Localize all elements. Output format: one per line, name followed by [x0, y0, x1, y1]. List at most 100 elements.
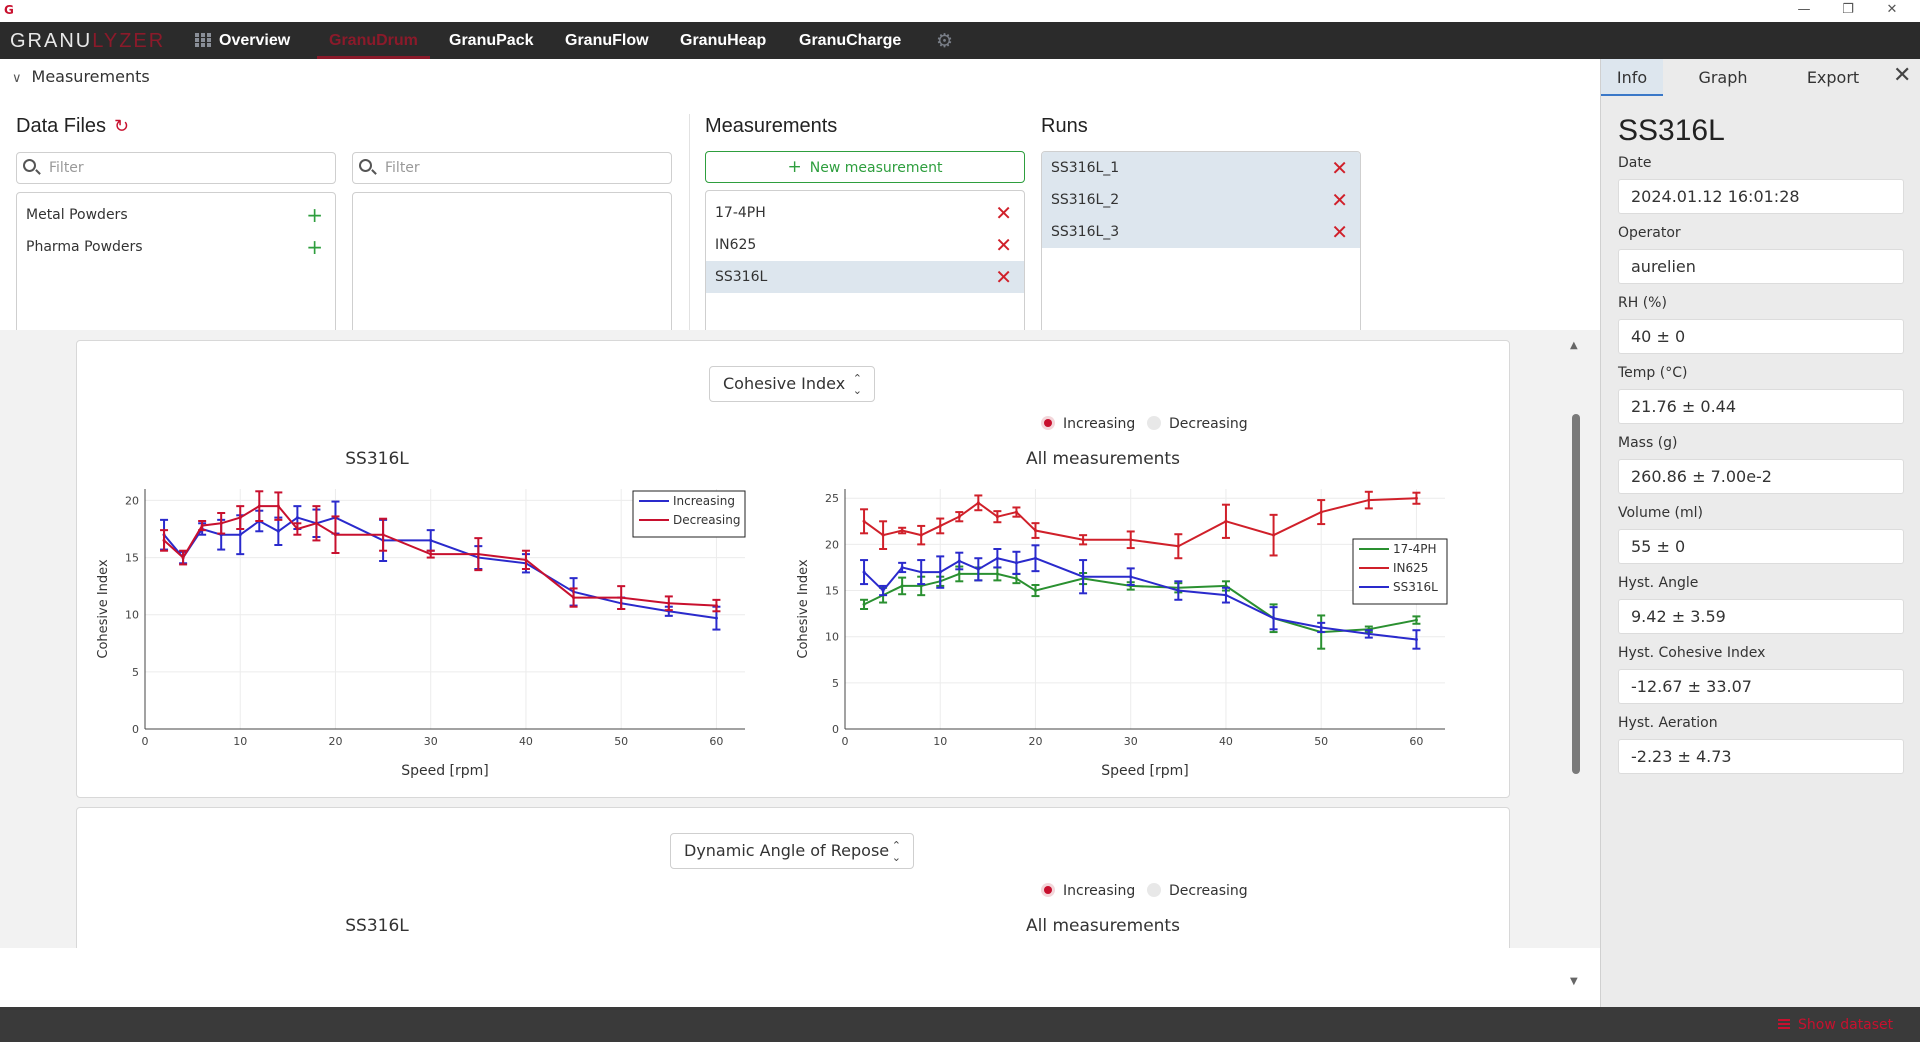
field-label: Operator [1618, 225, 1681, 241]
chevron-down-icon: ∨ [12, 71, 22, 86]
data-point [976, 567, 980, 571]
data-point [995, 556, 999, 560]
data-point [333, 533, 337, 537]
radio-decreasing[interactable]: Decreasing [1147, 883, 1248, 899]
list-item[interactable]: SS316L_3 ✕ [1042, 216, 1360, 248]
nav-tab-granucharge[interactable]: GranuCharge [799, 32, 902, 49]
tab-info[interactable]: Info [1601, 59, 1663, 96]
search-icon [23, 159, 36, 172]
nav-tab-granupack[interactable]: GranuPack [449, 32, 534, 49]
data-point [1414, 618, 1418, 622]
gear-icon[interactable]: ⚙ [936, 30, 954, 52]
x-axis-label: Speed [rpm] [401, 763, 489, 779]
data-point [900, 529, 904, 533]
top-navigation: GRANULYZER Overview GranuDrum GranuPack … [0, 22, 1920, 59]
hyst-angle-field: 9.42 ± 3.59 [1618, 599, 1904, 634]
y-axis-label: Cohesive Index [96, 559, 111, 659]
window-titlebar: G — ❐ ✕ [0, 0, 1920, 22]
field-label: Hyst. Aeration [1618, 715, 1718, 731]
data-point [957, 559, 961, 563]
folder-item[interactable]: Pharma Powders + [17, 231, 335, 263]
restore-window-button[interactable]: ❐ [1842, 2, 1854, 17]
nav-tab-granudrum[interactable]: GranuDrum [317, 22, 430, 59]
tab-graph[interactable]: Graph [1698, 68, 1748, 87]
tab-export[interactable]: Export [1806, 68, 1860, 87]
plus-icon: + [787, 157, 802, 177]
chart-title: All measurements [1026, 449, 1180, 469]
filter-input[interactable] [385, 157, 640, 179]
delete-icon[interactable]: ✕ [1331, 156, 1348, 180]
delete-icon[interactable]: ✕ [1331, 188, 1348, 212]
delete-icon[interactable]: ✕ [995, 233, 1012, 257]
scrollbar-thumb[interactable] [1572, 414, 1580, 774]
nav-tab-granuflow[interactable]: GranuFlow [565, 32, 649, 49]
scroll-up-arrow[interactable]: ▲ [1570, 340, 1578, 351]
data-point [938, 524, 942, 528]
data-point [381, 533, 385, 537]
data-point [238, 533, 242, 537]
folder-item[interactable]: Metal Powders + [17, 199, 335, 231]
radio-increasing[interactable]: Increasing [1041, 883, 1135, 899]
data-point [257, 504, 261, 508]
y-tick-label: 5 [832, 677, 839, 690]
measurements-title: Measurements [705, 115, 838, 137]
metric-select[interactable]: Dynamic Angle of Repose ⌃ ⌄ [670, 833, 914, 869]
minimize-window-button[interactable]: — [1797, 2, 1811, 17]
data-point [1014, 561, 1018, 565]
x-tick-label: 40 [519, 735, 533, 748]
refresh-icon[interactable]: ↻ [114, 116, 130, 136]
radio-decreasing[interactable]: Decreasing [1147, 416, 1248, 432]
data-point [1176, 589, 1180, 593]
delete-icon[interactable]: ✕ [995, 265, 1012, 289]
y-tick-label: 15 [125, 552, 139, 565]
data-point [1224, 584, 1228, 588]
chart-title: All measurements [1026, 916, 1180, 936]
data-point [957, 515, 961, 519]
x-tick-label: 50 [1314, 735, 1328, 748]
mass-field: 260.86 ± 7.00e-2 [1618, 459, 1904, 494]
list-item[interactable]: SS316L_1 ✕ [1042, 152, 1360, 184]
plus-icon[interactable]: + [306, 235, 323, 259]
plus-icon[interactable]: + [306, 203, 323, 227]
nav-tab-granuheap[interactable]: GranuHeap [680, 32, 767, 49]
metric-select[interactable]: Cohesive Index ⌃ ⌄ [709, 366, 875, 402]
files-filter[interactable] [352, 152, 672, 184]
data-point [881, 589, 885, 593]
data-point [238, 516, 242, 520]
scroll-down-arrow[interactable]: ▼ [1570, 976, 1578, 987]
series-line-decreasing [163, 505, 717, 607]
x-tick-label: 20 [1028, 735, 1042, 748]
list-item[interactable]: 17-4PH ✕ [706, 197, 1024, 229]
data-point [900, 584, 904, 588]
data-point [295, 516, 299, 520]
hyst-cohesive-index-field: -12.67 ± 33.07 [1618, 669, 1904, 704]
grid-icon [195, 33, 211, 47]
filter-input[interactable] [49, 157, 304, 179]
new-measurement-button[interactable]: + New measurement [705, 151, 1025, 183]
data-point [429, 552, 433, 556]
series-line-in625 [863, 497, 1417, 548]
updown-icon: ⌃ ⌄ [891, 839, 901, 864]
x-tick-label: 0 [842, 735, 849, 748]
data-files-filter[interactable] [16, 152, 336, 184]
nav-tab-overview[interactable]: Overview [195, 22, 290, 59]
data-point [714, 604, 718, 608]
close-icon[interactable]: ✕ [1893, 63, 1912, 88]
data-point [1224, 519, 1228, 523]
radio-increasing[interactable]: Increasing [1041, 416, 1135, 432]
measurements-collapse-toggle[interactable]: ∨ Measurements [12, 67, 150, 86]
data-point [1033, 589, 1037, 593]
list-item[interactable]: IN625 ✕ [706, 229, 1024, 261]
list-item[interactable]: SS316L ✕ [706, 261, 1024, 293]
x-tick-label: 60 [709, 735, 723, 748]
series-line-ss316l [863, 557, 1417, 641]
x-tick-label: 40 [1219, 735, 1233, 748]
radio-off-icon [1147, 416, 1161, 430]
field-label: Date [1618, 155, 1652, 171]
delete-icon[interactable]: ✕ [995, 201, 1012, 225]
list-item[interactable]: SS316L_2 ✕ [1042, 184, 1360, 216]
show-dataset-button[interactable]: Show dataset [1778, 1017, 1893, 1033]
close-window-button[interactable]: ✕ [1886, 2, 1898, 17]
delete-icon[interactable]: ✕ [1331, 220, 1348, 244]
data-point [1129, 538, 1133, 542]
